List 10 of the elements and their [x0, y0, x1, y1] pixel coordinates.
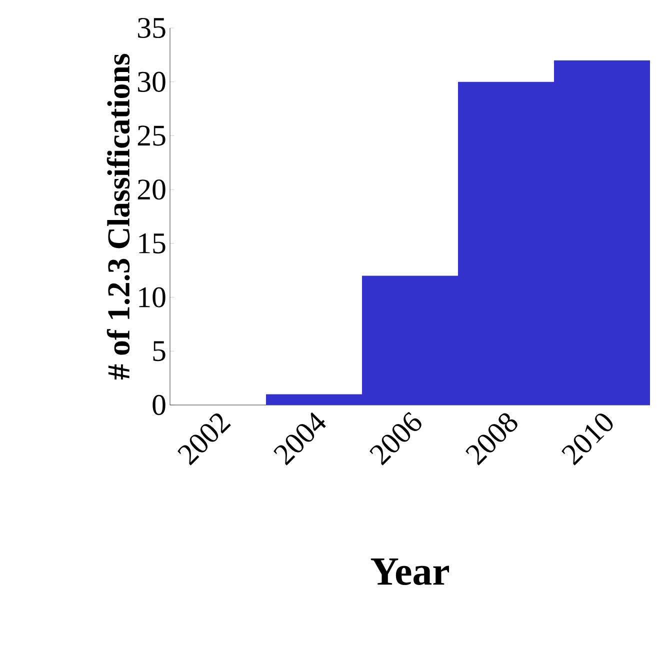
y-tick-label: 0 — [152, 394, 166, 416]
y-tick-label: 30 — [138, 72, 166, 92]
y-tick-label: 25 — [138, 126, 166, 146]
x-axis-title: Year — [370, 558, 450, 586]
y-tick-label: 5 — [153, 341, 166, 362]
y-tick-label: 20 — [138, 179, 166, 200]
y-axis-title: # of 1.2.3 Classifications — [106, 54, 130, 380]
y-tick-label: 15 — [139, 233, 166, 254]
y-tick-label: 10 — [139, 287, 166, 308]
y-tick-label: 35 — [138, 18, 166, 38]
